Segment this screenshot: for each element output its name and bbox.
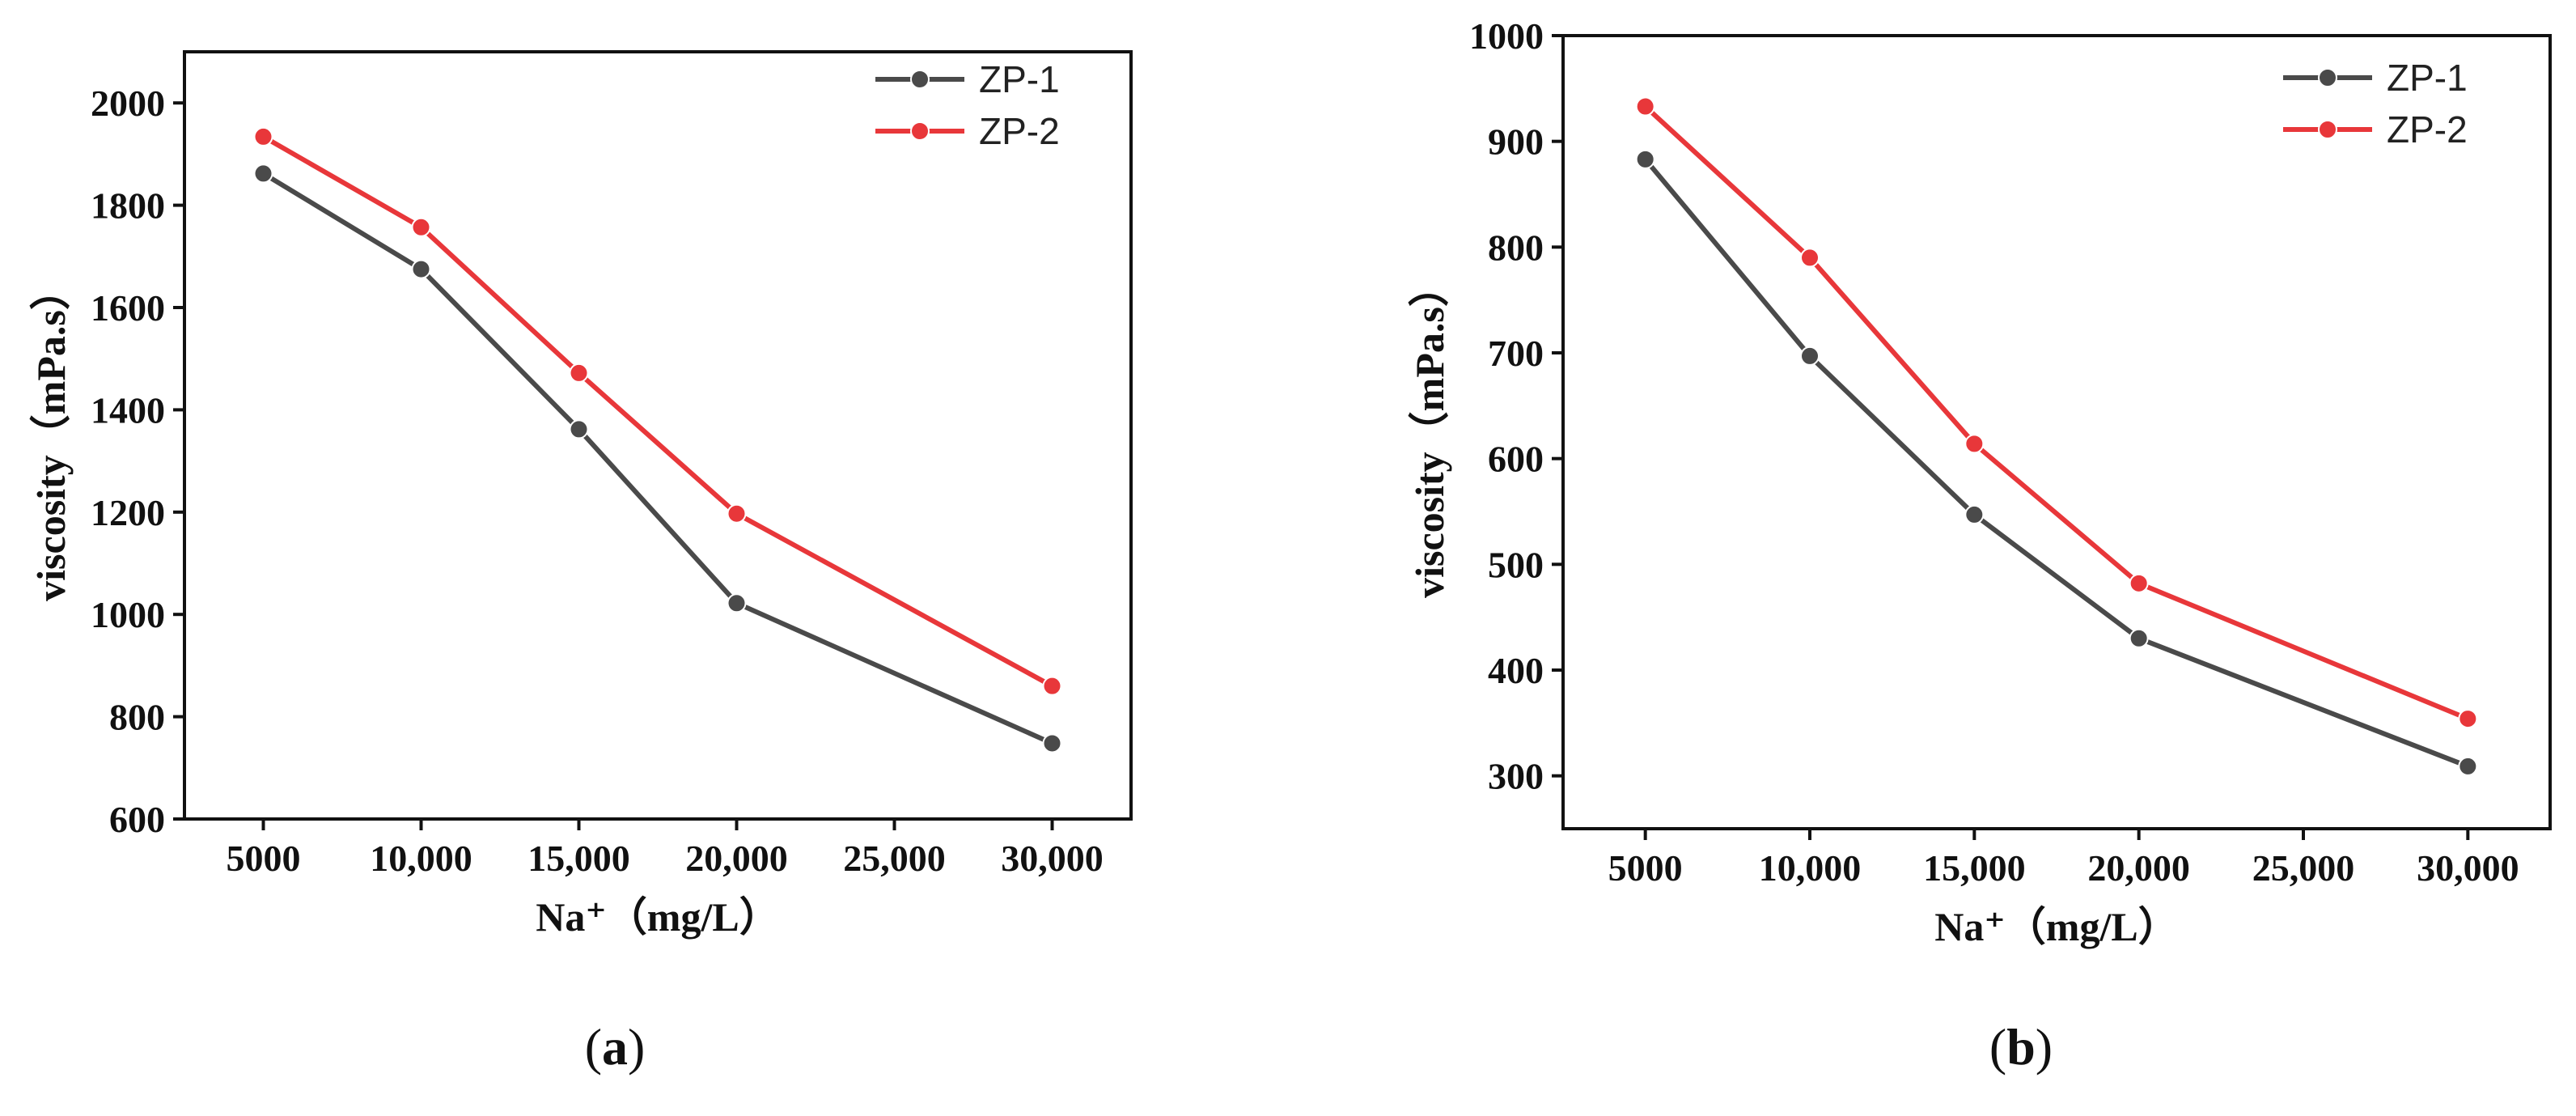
y-tick-label: 600 bbox=[109, 799, 165, 840]
data-point-zp-1 bbox=[2129, 628, 2149, 648]
data-point-zp-1 bbox=[1964, 504, 1985, 524]
data-point-zp-2 bbox=[727, 503, 747, 524]
caption-open-paren: ( bbox=[585, 1018, 602, 1076]
y-tick-label: 900 bbox=[1488, 121, 1544, 163]
x-tick-label: 20,000 bbox=[685, 838, 788, 879]
y-axis-title: viscosity（mPa.s） bbox=[1407, 266, 1452, 598]
data-point-zp-2 bbox=[1635, 96, 1655, 117]
plot-frame bbox=[1561, 34, 2552, 830]
data-point-zp-2 bbox=[2458, 709, 2478, 729]
y-tick-label: 1800 bbox=[91, 185, 165, 227]
caption-close-paren: ) bbox=[628, 1018, 645, 1076]
data-point-zp-2 bbox=[1800, 248, 1820, 268]
legend-marker-zp-2 bbox=[910, 121, 930, 141]
panel-caption: (a) bbox=[585, 1018, 646, 1076]
legend-label-zp-2: ZP-2 bbox=[2387, 108, 2468, 151]
data-point-zp-2 bbox=[569, 363, 589, 383]
y-tick-label: 800 bbox=[1488, 227, 1544, 268]
x-tick-label: 10,000 bbox=[1759, 847, 1862, 889]
data-point-zp-1 bbox=[2458, 756, 2478, 776]
x-tick-label: 30,000 bbox=[2417, 847, 2519, 889]
y-tick-label: 800 bbox=[109, 697, 165, 738]
data-point-zp-2 bbox=[1042, 676, 1062, 696]
x-axis-title: Na⁺（mg/L） bbox=[536, 894, 779, 940]
panel-caption: (b) bbox=[1989, 1018, 2053, 1076]
y-tick-label: 600 bbox=[1488, 439, 1544, 480]
x-tick-label: 25,000 bbox=[843, 838, 946, 879]
y-tick-label: 1000 bbox=[1469, 15, 1544, 57]
legend-label-zp-2: ZP-2 bbox=[979, 110, 1060, 152]
y-tick-label: 1400 bbox=[91, 389, 165, 431]
data-point-zp-2 bbox=[2129, 573, 2149, 593]
data-point-zp-1 bbox=[569, 419, 589, 439]
data-point-zp-1 bbox=[727, 593, 747, 613]
y-tick-label: 2000 bbox=[91, 83, 165, 124]
y-tick-label: 1000 bbox=[91, 594, 165, 635]
x-tick-label: 10,000 bbox=[370, 838, 472, 879]
data-point-zp-1 bbox=[1635, 149, 1655, 169]
y-tick-label: 300 bbox=[1488, 756, 1544, 797]
chart-panel-a: 600 800 1000 1200 1400 1600 1800 2000 5000 10,000… bbox=[28, 50, 1133, 1076]
data-point-zp-2 bbox=[1964, 434, 1985, 454]
caption-letter: b bbox=[2006, 1018, 2036, 1076]
data-point-zp-1 bbox=[1800, 346, 1820, 366]
plot-frame bbox=[183, 50, 1133, 821]
x-tick-label: 5000 bbox=[1608, 847, 1683, 889]
caption-letter: a bbox=[602, 1018, 628, 1076]
series-line-zp-2 bbox=[1643, 104, 2469, 721]
x-tick-label: 15,000 bbox=[527, 838, 630, 879]
series-line-zp-2 bbox=[262, 134, 1053, 689]
caption-open-paren: ( bbox=[1989, 1018, 2006, 1076]
data-point-zp-1 bbox=[1042, 733, 1062, 753]
caption-close-paren: ) bbox=[2036, 1018, 2053, 1076]
legend-marker-zp-1 bbox=[910, 70, 930, 89]
legend-label-zp-1: ZP-1 bbox=[2387, 57, 2468, 99]
legend-marker-zp-2 bbox=[2318, 120, 2337, 139]
x-tick-label: 25,000 bbox=[2252, 847, 2355, 889]
x-tick-label: 5000 bbox=[227, 838, 301, 879]
y-tick-label: 700 bbox=[1488, 333, 1544, 374]
x-tick-label: 15,000 bbox=[1923, 847, 2026, 889]
data-point-zp-1 bbox=[411, 259, 431, 279]
y-tick-label: 1600 bbox=[91, 287, 165, 329]
series-line-zp-1 bbox=[261, 171, 1053, 746]
legend-label-zp-1: ZP-1 bbox=[979, 58, 1060, 100]
x-axis-title: Na⁺（mg/L） bbox=[1934, 904, 2178, 949]
x-tick-label: 20,000 bbox=[2087, 847, 2190, 889]
y-axis-title: viscosity（mPa.s） bbox=[28, 269, 74, 601]
data-point-zp-2 bbox=[253, 126, 273, 146]
y-tick-label: 500 bbox=[1488, 544, 1544, 585]
legend-marker-zp-1 bbox=[2318, 68, 2337, 87]
chart-panel-b: 300 400 500 600 700 800 900 1000 5000 10,000 15,00… bbox=[1407, 15, 2552, 1076]
series-line-zp-1 bbox=[1643, 157, 2469, 769]
x-tick-label: 30,000 bbox=[1001, 838, 1104, 879]
data-point-zp-2 bbox=[411, 217, 431, 237]
y-tick-label: 400 bbox=[1488, 650, 1544, 691]
data-point-zp-1 bbox=[253, 163, 273, 184]
y-tick-label: 1200 bbox=[91, 492, 165, 533]
